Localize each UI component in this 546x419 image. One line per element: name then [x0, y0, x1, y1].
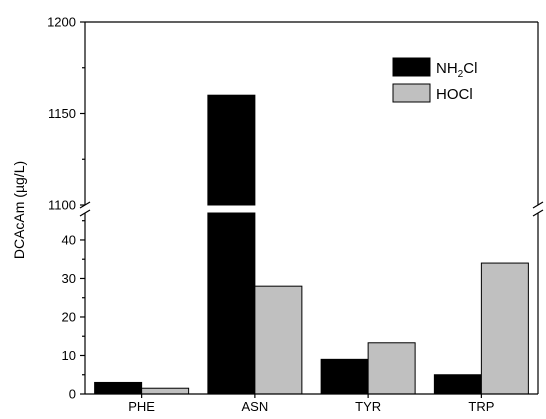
- legend-swatch: [392, 83, 431, 103]
- bar: [94, 381, 143, 395]
- y-tick-label: 1100: [48, 198, 76, 213]
- legend: NH2Cl HOCl: [392, 57, 477, 103]
- y-tick-label: 1200: [47, 15, 76, 30]
- y-tick-label: 1150: [48, 106, 76, 121]
- left-break-mark: [79, 209, 91, 217]
- bar: [480, 262, 529, 395]
- bar: [320, 358, 369, 395]
- legend-label: NH2Cl: [436, 60, 477, 80]
- bar: [367, 342, 416, 395]
- x-tick-label: TRP: [468, 399, 494, 414]
- x-tick-label: ASN: [242, 399, 269, 414]
- bar: [433, 374, 482, 395]
- x-tick-label: PHE: [128, 399, 155, 414]
- legend-label: HOCl: [436, 86, 473, 103]
- axes-group: PHE ASN TYR TRP 0 10 20 30 40 1100 1150 1200: [47, 15, 544, 414]
- right-break-mark: [532, 209, 544, 217]
- bar: [254, 285, 303, 395]
- legend-swatch: [392, 57, 431, 77]
- bars-group: [94, 94, 529, 395]
- bar: [141, 387, 190, 395]
- y-tick-label: 40: [62, 232, 76, 247]
- y-tick-label: 30: [62, 271, 76, 286]
- y-tick-label: 0: [69, 387, 76, 402]
- bar-lower-segment: [207, 212, 256, 395]
- y-tick-label: 10: [62, 348, 76, 363]
- bar-upper-segment: [207, 94, 256, 206]
- right-break-mark: [532, 201, 544, 209]
- x-tick-label: TYR: [355, 399, 381, 414]
- y-axis-title: DCAcAm (µg/L): [11, 161, 27, 259]
- y-tick-label: 20: [62, 309, 76, 324]
